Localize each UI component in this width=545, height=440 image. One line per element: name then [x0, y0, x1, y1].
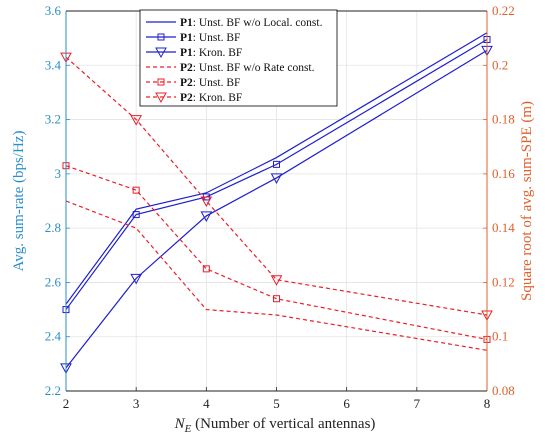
- legend-marker: [157, 33, 165, 41]
- legend: P1: Unst. BF w/o Local. const. P1: Unst. …: [139, 9, 338, 107]
- legend-marker: [155, 92, 167, 104]
- series-line: [65, 56, 488, 316]
- y-right-tick-label: 0.16: [492, 166, 515, 181]
- y-left-tick-label: 3.4: [45, 57, 62, 72]
- y-left-tick-label: 3.2: [45, 112, 61, 127]
- legend-marker: [157, 78, 165, 86]
- legend-entry-label: P2: Unst. BF w/o Rate const.: [180, 62, 315, 74]
- y-right-tick-label: 0.2: [492, 57, 508, 72]
- data-point-marker: [132, 211, 140, 219]
- x-tick-label: 2: [63, 396, 70, 411]
- x-tick-label: 5: [273, 396, 280, 411]
- y-left-tick-label: 2.6: [45, 274, 62, 289]
- x-axis-title: NE (Number of vertical antennas): [174, 416, 376, 435]
- data-point-marker: [273, 160, 280, 168]
- series-layer: [60, 32, 493, 374]
- data-point-marker: [200, 211, 213, 222]
- data-point-marker: [130, 115, 143, 126]
- y-axis-right-title: Square root of avg. sum-SPE (m): [519, 101, 535, 301]
- y-left-tick-label: 3: [55, 166, 62, 181]
- y-right-tick-label: 0.12: [492, 274, 515, 289]
- data-point-marker: [270, 173, 283, 184]
- data-point-marker: [200, 196, 213, 208]
- y-left-tick-label: 2.4: [45, 329, 62, 344]
- y-right-tick-label: 0.22: [492, 3, 515, 18]
- legend-entry-label: P1: Kron. BF: [180, 47, 242, 59]
- x-tick-label: 6: [343, 396, 350, 411]
- series-line: [65, 200, 488, 351]
- data-point-marker: [130, 273, 143, 285]
- data-point-marker: [202, 265, 210, 273]
- y-left-tick-label: 2.2: [45, 383, 61, 398]
- legend-box: [139, 9, 338, 107]
- x-tick-label: 7: [414, 396, 421, 411]
- y-axis-left-title: Avg. sum-rate (bps/Hz): [11, 131, 27, 272]
- x-tick-label: 8: [484, 396, 491, 411]
- series-line: [65, 49, 488, 369]
- y-right-tick-label: 0.14: [492, 220, 515, 235]
- y-right-tick-label: 0.08: [492, 383, 515, 398]
- legend-entry-label: P2: Kron. BF: [180, 92, 242, 104]
- x-tick-label: 3: [133, 396, 140, 411]
- series-line: [65, 32, 488, 305]
- legend-marker: [155, 47, 167, 59]
- legend-entry-label: P1: Unst. BF w/o Local. const.: [180, 17, 323, 29]
- legend-entry-label: P1: Unst. BF: [180, 32, 240, 44]
- series-line: [65, 165, 488, 341]
- y-left-tick-label: 3.6: [45, 3, 62, 18]
- data-point-marker: [270, 275, 283, 286]
- data-point-marker: [132, 186, 140, 194]
- y-right-tick-label: 0.1: [492, 329, 508, 344]
- y-right-tick-label: 0.18: [492, 112, 515, 127]
- data-point-marker: [273, 295, 280, 303]
- x-tick-label: 4: [203, 396, 210, 411]
- tick-labels: 2 3 4 5 6 7 8 2.2 2.4 2.6 2.8 3 3.2 3.4 3.6 0.08 0.1 0.12…: [45, 3, 516, 411]
- legend-entry-label: P2: Unst. BF: [180, 77, 240, 89]
- y-left-tick-label: 2.8: [45, 220, 61, 235]
